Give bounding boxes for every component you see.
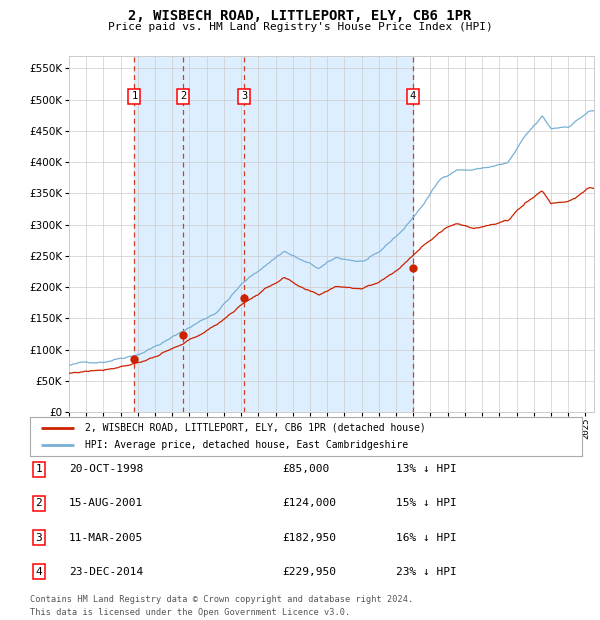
Text: 15-AUG-2001: 15-AUG-2001 [69,498,143,508]
Text: 2, WISBECH ROAD, LITTLEPORT, ELY, CB6 1PR (detached house): 2, WISBECH ROAD, LITTLEPORT, ELY, CB6 1P… [85,423,426,433]
Text: 2: 2 [180,92,186,102]
Text: 3: 3 [35,533,43,542]
Text: £124,000: £124,000 [282,498,336,508]
Text: 16% ↓ HPI: 16% ↓ HPI [396,533,457,542]
Text: 4: 4 [410,92,416,102]
Text: 3: 3 [241,92,248,102]
Text: 23% ↓ HPI: 23% ↓ HPI [396,567,457,577]
Text: Contains HM Land Registry data © Crown copyright and database right 2024.: Contains HM Land Registry data © Crown c… [30,595,413,604]
Text: £182,950: £182,950 [282,533,336,542]
Text: HPI: Average price, detached house, East Cambridgeshire: HPI: Average price, detached house, East… [85,440,409,450]
Text: 1: 1 [35,464,43,474]
Text: 23-DEC-2014: 23-DEC-2014 [69,567,143,577]
Text: 2: 2 [35,498,43,508]
Text: 13% ↓ HPI: 13% ↓ HPI [396,464,457,474]
Text: 11-MAR-2005: 11-MAR-2005 [69,533,143,542]
Text: This data is licensed under the Open Government Licence v3.0.: This data is licensed under the Open Gov… [30,608,350,617]
Text: £229,950: £229,950 [282,567,336,577]
Text: 1: 1 [131,92,137,102]
Text: 4: 4 [35,567,43,577]
Text: 15% ↓ HPI: 15% ↓ HPI [396,498,457,508]
Text: 20-OCT-1998: 20-OCT-1998 [69,464,143,474]
Text: Price paid vs. HM Land Registry's House Price Index (HPI): Price paid vs. HM Land Registry's House … [107,22,493,32]
Text: £85,000: £85,000 [282,464,329,474]
Bar [134,56,413,412]
Text: 2, WISBECH ROAD, LITTLEPORT, ELY, CB6 1PR: 2, WISBECH ROAD, LITTLEPORT, ELY, CB6 1P… [128,9,472,24]
